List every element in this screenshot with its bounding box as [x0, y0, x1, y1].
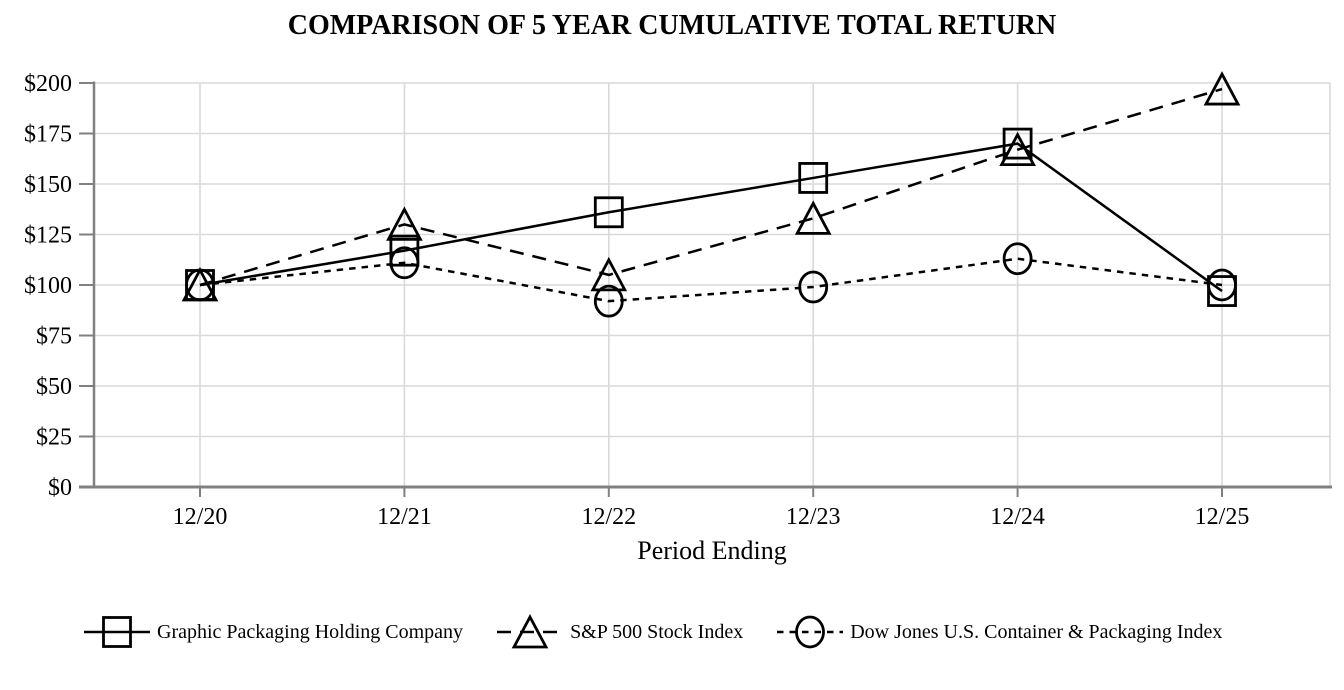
legend-swatch-triangle-dash-icon: [497, 614, 564, 649]
triangle-marker: [590, 256, 628, 292]
circle-marker: [185, 268, 215, 302]
x-tick-label: 12/22: [581, 504, 636, 530]
legend-square-marker: [102, 616, 132, 648]
y-tick-label: $150: [24, 172, 72, 198]
x-tick-label: 12/23: [786, 504, 841, 530]
legend-label-dow-jones: Dow Jones U.S. Container & Packaging Ind…: [850, 620, 1223, 643]
circle-marker: [1207, 268, 1237, 302]
y-tick-label: $100: [24, 273, 72, 299]
legend-circle-marker: [795, 615, 826, 649]
series-line-0: [199, 142, 1223, 293]
legend: Graphic Packaging Holding Company S&P 50…: [84, 612, 1222, 652]
circle-marker: [1002, 242, 1033, 276]
legend-label-graphic-packaging: Graphic Packaging Holding Company: [157, 620, 464, 643]
series-markers: [181, 71, 1241, 318]
triangle-marker: [794, 200, 832, 235]
y-tick-label: $175: [24, 122, 72, 148]
triangle-marker: [999, 131, 1036, 167]
triangle-marker: [386, 206, 423, 241]
series-line-1: [199, 87, 1223, 287]
legend-label-sp500: S&P 500 Stock Index: [570, 620, 744, 643]
x-tick-label: 12/21: [377, 504, 432, 530]
legend-item-sp500: S&P 500 Stock Index: [497, 612, 743, 652]
circle-marker: [798, 270, 829, 304]
legend-swatch-circle-dash-icon: [777, 615, 844, 649]
tick-labels: $0 $25 $50 $75 $100 $125 $150 $175 $200 12/20 12/2…: [24, 71, 1249, 530]
circle-marker: [389, 246, 420, 280]
square-marker: [1002, 127, 1033, 160]
square-marker: [798, 162, 829, 194]
plot-area: $0 $25 $50 $75 $100 $125 $150 $175 $200 12/20 12/2…: [24, 71, 1332, 530]
legend-triangle-marker: [511, 614, 549, 649]
y-tick-label: $25: [36, 425, 72, 451]
x-tick-label: 12/25: [1195, 504, 1250, 530]
axes: [79, 81, 1332, 497]
chart-title: COMPARISON OF 5 YEAR CUMULATIVE TOTAL RE…: [287, 10, 1057, 41]
y-tick-label: $0: [48, 475, 72, 501]
legend-swatch-square-solid-icon: [84, 616, 150, 648]
triangle-marker: [1203, 71, 1241, 106]
x-tick-label: 12/24: [990, 504, 1045, 530]
legend-item-dow-jones: Dow Jones U.S. Container & Packaging Ind…: [777, 612, 1222, 652]
y-tick-label: $200: [24, 71, 72, 97]
square-marker: [389, 234, 420, 267]
x-axis-title: Period Ending: [637, 536, 787, 565]
gridlines: [94, 82, 1331, 487]
legend-item-graphic-packaging: Graphic Packaging Holding Company: [84, 612, 463, 652]
y-tick-label: $50: [36, 374, 72, 400]
y-tick-label: $125: [24, 223, 72, 249]
circle-marker: [593, 284, 624, 318]
series-lines: [199, 87, 1223, 303]
y-tick-label: $75: [36, 324, 72, 350]
x-tick-label: 12/20: [173, 504, 228, 530]
square-marker: [593, 196, 624, 229]
series-line-2: [199, 257, 1223, 303]
